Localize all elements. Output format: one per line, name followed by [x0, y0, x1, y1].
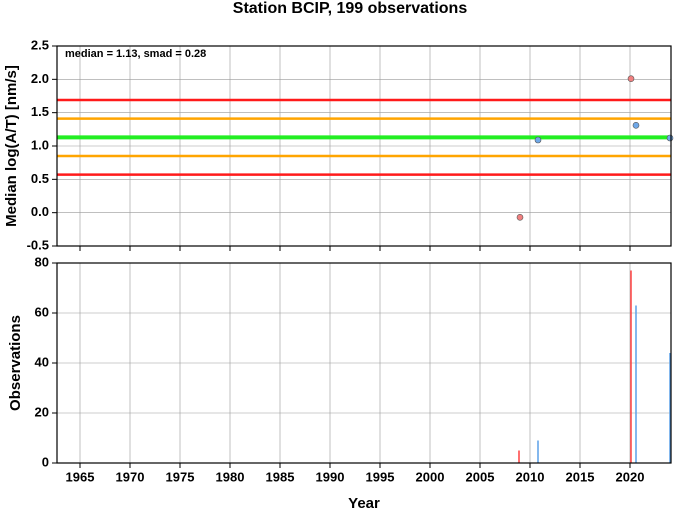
x-tick-label: 2005 [466, 469, 495, 484]
y-tick-label: 40 [35, 354, 49, 369]
x-tick-label: 1970 [116, 469, 145, 484]
y-tick-label: 0.0 [31, 204, 49, 219]
annotation: median = 1.13, smad = 0.28 [65, 48, 206, 60]
x-tick-label: 1980 [216, 469, 245, 484]
y-tick-label: 0.5 [31, 171, 49, 186]
point [516, 214, 524, 221]
y-tick-label: 1.0 [31, 137, 49, 152]
y-tick-label: 20 [35, 404, 49, 419]
y-tick-label: 0 [42, 454, 49, 469]
x-tick-label: 1995 [366, 469, 395, 484]
y-axis-label: Observations [7, 315, 24, 411]
plot-frame [56, 45, 672, 247]
x-tick-label: 2000 [416, 469, 445, 484]
x-tick-label: 2020 [616, 469, 645, 484]
y-tick-label: -0.5 [27, 237, 49, 252]
y-tick-label: 2.0 [31, 71, 49, 86]
plot-frame [56, 262, 672, 464]
x-tick-label: 2015 [566, 469, 595, 484]
x-tick-label: 1985 [266, 469, 295, 484]
y-tick-label: 80 [35, 254, 49, 269]
point [666, 134, 674, 142]
y-tick-label: 60 [35, 304, 49, 319]
point [632, 122, 640, 129]
y-tick-label: 2.5 [31, 37, 49, 52]
y-axis-label: Median log(A/T) [nm/s] [3, 65, 20, 227]
x-tick-label: 2010 [516, 469, 545, 484]
x-tick-label: 1965 [66, 469, 95, 484]
x-tick-label: 1975 [166, 469, 195, 484]
y-tick-label: 1.5 [31, 104, 49, 119]
x-axis-label: Year [348, 495, 380, 511]
point [627, 75, 635, 82]
point [534, 136, 542, 144]
chart-title: Station BCIP, 199 observations [233, 0, 468, 17]
x-tick-label: 1990 [316, 469, 345, 484]
